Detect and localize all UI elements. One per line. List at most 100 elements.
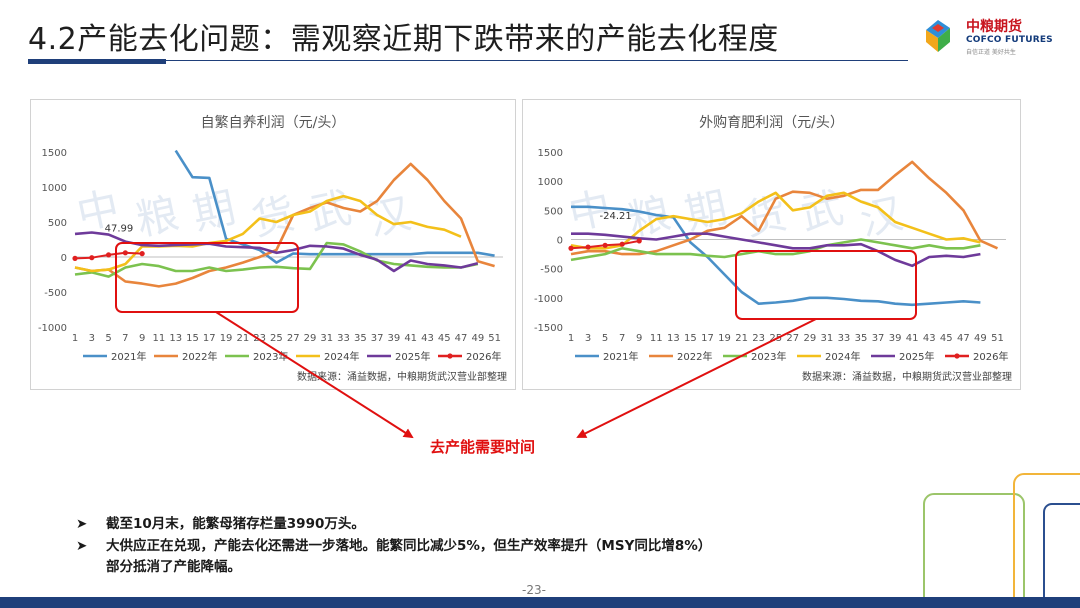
x-tick-label: 5 bbox=[602, 333, 608, 344]
legend-marker bbox=[954, 353, 960, 359]
highlight-box-right bbox=[735, 250, 917, 320]
x-tick-label: 29 bbox=[304, 333, 317, 344]
series-line-2022 bbox=[570, 160, 999, 256]
y-tick-label: -500 bbox=[540, 265, 563, 276]
x-tick-label: 37 bbox=[371, 333, 384, 344]
x-tick-label: 27 bbox=[287, 333, 300, 344]
x-tick-label: 13 bbox=[667, 333, 680, 344]
y-tick-label: 500 bbox=[544, 206, 563, 217]
series-point-2026 bbox=[89, 255, 95, 261]
series-line-2025 bbox=[571, 232, 981, 268]
x-tick-label: 9 bbox=[139, 333, 145, 344]
watermark-char: 粮 bbox=[132, 188, 183, 245]
legend-label: 2021年 bbox=[111, 350, 146, 363]
series-point-2026 bbox=[105, 252, 112, 258]
x-tick-label: 29 bbox=[803, 333, 816, 344]
x-tick-label: 19 bbox=[718, 333, 731, 344]
watermark-char: 中 bbox=[72, 182, 123, 239]
callout-text: 去产能需要时间 bbox=[430, 438, 536, 456]
series-line-2023 bbox=[570, 238, 981, 262]
watermark-char: 汉 bbox=[364, 188, 415, 245]
series-point-2026 bbox=[602, 242, 608, 248]
bullet-arrow-icon: ➤ bbox=[76, 516, 88, 532]
x-tick-label: 1 bbox=[568, 333, 574, 344]
logo-emblem-icon bbox=[926, 20, 950, 52]
watermark-char: 汉 bbox=[856, 188, 907, 245]
x-tick-label: 11 bbox=[153, 333, 166, 344]
x-tick-label: 21 bbox=[735, 333, 748, 344]
y-tick-label: 0 bbox=[61, 253, 67, 264]
x-tick-label: 39 bbox=[889, 333, 902, 344]
legend-label: 2021年 bbox=[603, 350, 638, 363]
series-line-2024 bbox=[74, 194, 462, 273]
legend-label: 2022年 bbox=[182, 350, 217, 363]
x-tick-label: 33 bbox=[337, 333, 350, 344]
x-tick-label: 35 bbox=[354, 333, 367, 344]
x-tick-label: 43 bbox=[421, 333, 434, 344]
series-line-2022 bbox=[74, 162, 495, 288]
series-line-2024 bbox=[570, 191, 981, 250]
x-tick-label: 7 bbox=[619, 333, 625, 344]
y-tick-label: -1000 bbox=[534, 294, 563, 305]
x-tick-label: 23 bbox=[253, 333, 266, 344]
data-label: 47.99 bbox=[105, 224, 134, 235]
series-line-2025 bbox=[74, 231, 479, 273]
x-tick-label: 47 bbox=[455, 333, 468, 344]
legend-label: 2025年 bbox=[395, 350, 430, 363]
series-point-2026 bbox=[139, 251, 145, 257]
x-tick-label: 51 bbox=[488, 333, 501, 344]
x-tick-label: 49 bbox=[471, 333, 484, 344]
logo-name: 中粮期货 bbox=[966, 19, 1022, 35]
title-underline-accent bbox=[28, 59, 166, 64]
x-tick-label: 45 bbox=[940, 333, 953, 344]
series-point-2026 bbox=[636, 238, 642, 244]
arrow-right bbox=[576, 318, 817, 438]
y-tick-label: -1000 bbox=[38, 323, 67, 334]
x-tick-label: 39 bbox=[388, 333, 401, 344]
y-tick-label: -500 bbox=[44, 288, 67, 299]
legend-label: 2022年 bbox=[677, 350, 712, 363]
chart-source: 数据来源：涌益数据，中粮期货武汉营业部整理 bbox=[802, 370, 1012, 383]
x-tick-label: 17 bbox=[203, 333, 216, 344]
bullet-2-continued: 部分抵消了产能降幅。 bbox=[76, 555, 241, 575]
x-tick-label: 19 bbox=[220, 333, 233, 344]
x-tick-label: 31 bbox=[320, 333, 333, 344]
x-tick-label: 9 bbox=[636, 333, 642, 344]
corner-decoration bbox=[923, 473, 1080, 598]
legend-marker bbox=[447, 353, 453, 359]
x-tick-label: 3 bbox=[585, 333, 591, 344]
arrow-left bbox=[215, 311, 414, 439]
y-tick-label: 1500 bbox=[42, 148, 67, 159]
footer-bar bbox=[0, 597, 1080, 608]
bullet-arrow-icon: ➤ bbox=[76, 538, 88, 554]
legend-label: 2023年 bbox=[751, 350, 786, 363]
chart-panel-self-breeding: 自繁自养利润（元/头）中粮期货武汉 1500 1000 500 0 -500 -1000 1 3… bbox=[30, 99, 516, 390]
series-line-2021 bbox=[571, 205, 981, 307]
x-tick-label: 35 bbox=[855, 333, 868, 344]
x-tick-label: 49 bbox=[974, 333, 987, 344]
y-tick-label: 1000 bbox=[42, 183, 67, 194]
x-tick-label: 27 bbox=[786, 333, 799, 344]
legend-label: 2026年 bbox=[466, 350, 501, 363]
series-point-2026 bbox=[122, 250, 128, 256]
bullet-text: 截至10月末，能繁母猪存栏量3990万头。 bbox=[106, 516, 365, 532]
chart-title: 自繁自养利润（元/头） bbox=[201, 115, 346, 131]
watermark-char: 中 bbox=[564, 182, 615, 239]
x-tick-label: 25 bbox=[270, 333, 283, 344]
x-tick-label: 37 bbox=[872, 333, 885, 344]
logo bbox=[926, 20, 950, 52]
x-tick-label: 5 bbox=[105, 333, 111, 344]
y-tick-label: 1000 bbox=[538, 177, 563, 188]
x-tick-label: 7 bbox=[122, 333, 128, 344]
highlight-box-left bbox=[115, 242, 299, 313]
data-label: -24.21 bbox=[600, 211, 632, 222]
chart-source: 数据来源：涌益数据，中粮期货武汉营业部整理 bbox=[297, 370, 507, 383]
x-tick-label: 11 bbox=[650, 333, 663, 344]
x-tick-label: 23 bbox=[752, 333, 765, 344]
x-tick-label: 45 bbox=[438, 333, 451, 344]
logo-slogan: 自信正道 美好共生 bbox=[966, 49, 1016, 56]
x-tick-label: 3 bbox=[89, 333, 95, 344]
y-tick-label: 1500 bbox=[538, 148, 563, 159]
x-tick-label: 13 bbox=[169, 333, 182, 344]
